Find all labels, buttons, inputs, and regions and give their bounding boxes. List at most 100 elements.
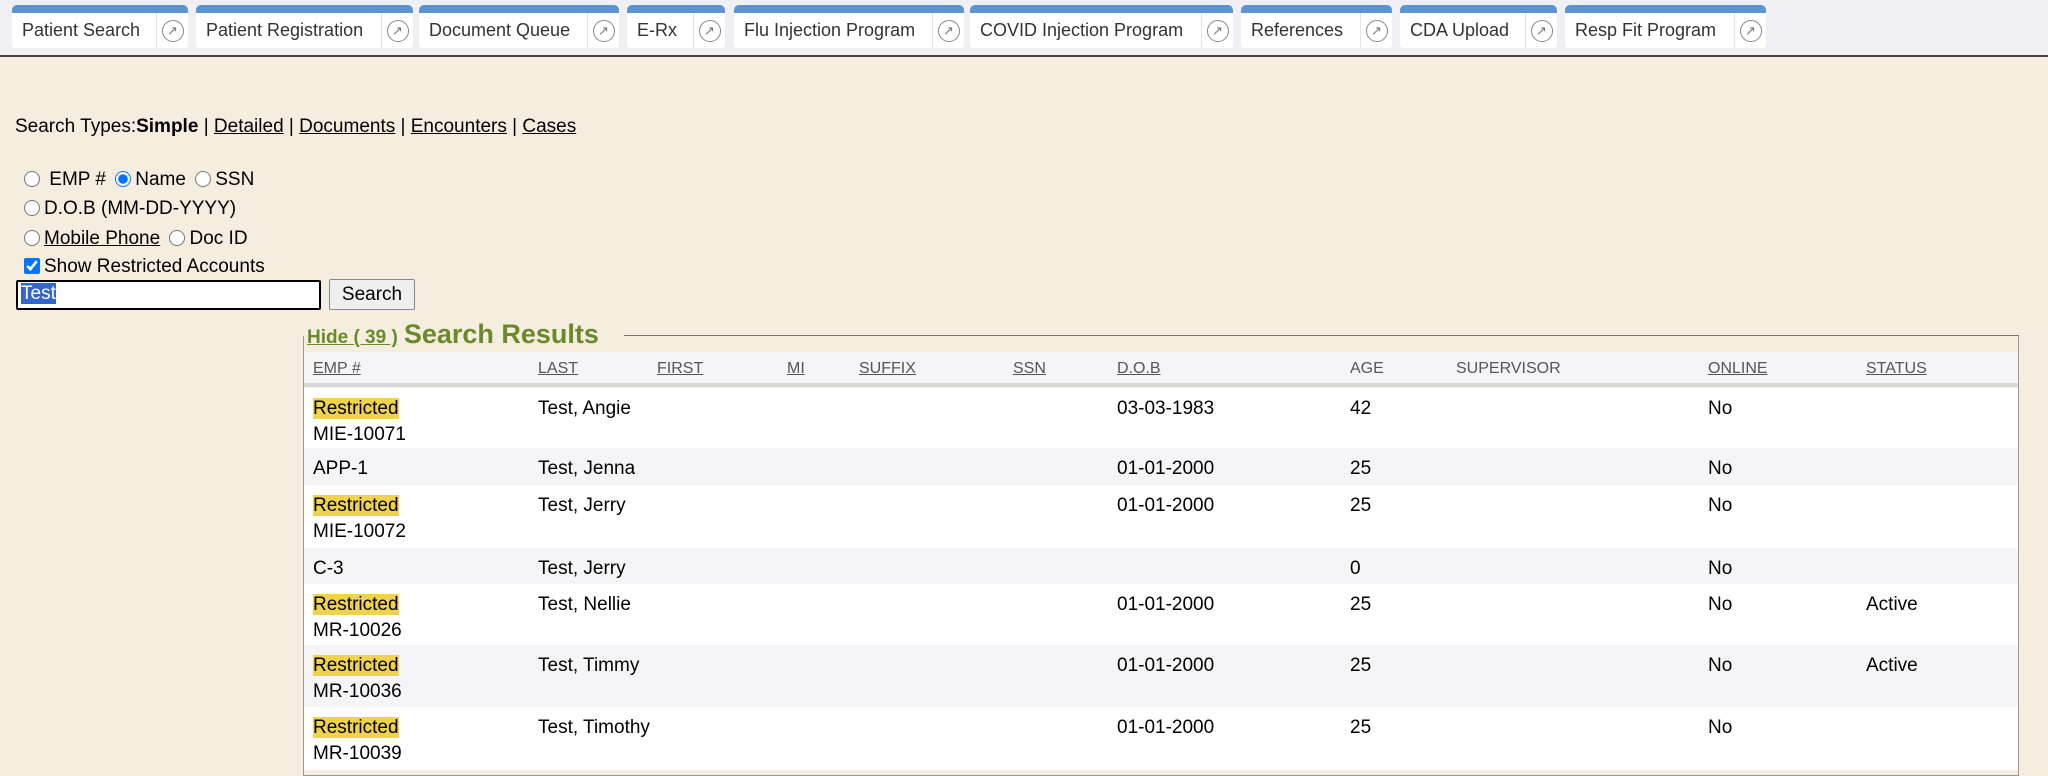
tab-label: COVID Injection Program — [980, 20, 1184, 40]
tab-flu-injection-program[interactable]: Flu Injection Program ↗ — [734, 5, 964, 48]
external-link-icon: ↗ — [386, 19, 409, 42]
separator: | — [203, 116, 209, 137]
cell-dob: 01-01-2000 — [1117, 594, 1215, 615]
tab-references[interactable]: References ↗ — [1241, 5, 1392, 48]
search-button[interactable]: Search — [329, 279, 415, 310]
open-external-button[interactable]: ↗ — [1734, 13, 1766, 48]
cell-dob: 01-01-2000 — [1117, 458, 1215, 479]
column-header-online[interactable]: ONLINE — [1708, 360, 1768, 377]
radio-name[interactable] — [115, 171, 132, 187]
cell-online: No — [1708, 655, 1733, 676]
external-link-icon: ↗ — [592, 19, 615, 42]
open-external-button[interactable]: ↗ — [156, 13, 188, 48]
restricted-badge: Restricted — [313, 495, 399, 516]
radio-name-label: Name — [135, 169, 186, 190]
cell-emp: Restricted MR-10036 — [313, 653, 402, 705]
cell-age: 25 — [1350, 458, 1372, 479]
external-link-icon: ↗ — [937, 19, 960, 42]
column-header-mi[interactable]: MI — [787, 360, 805, 377]
restricted-badge: Restricted — [313, 398, 399, 419]
tab-resp-fit-program[interactable]: Resp Fit Program ↗ — [1565, 5, 1766, 48]
show-restricted-checkbox[interactable] — [24, 258, 40, 274]
open-external-button[interactable]: ↗ — [587, 13, 619, 48]
tab-label: Flu Injection Program — [744, 20, 916, 40]
external-link-icon: ↗ — [1365, 19, 1388, 42]
emp-number: MIE-10071 — [313, 424, 406, 445]
tab-document-queue[interactable]: Document Queue ↗ — [419, 5, 619, 48]
cell-age: 0 — [1350, 558, 1361, 579]
table-row[interactable]: APP-1 Test, Jenna 01-01-2000 25 No — [304, 448, 2018, 485]
open-external-button[interactable]: ↗ — [1525, 13, 1557, 48]
tab-patient-registration[interactable]: Patient Registration ↗ — [196, 5, 413, 48]
radio-emp[interactable] — [24, 171, 40, 187]
tab-label: E-Rx — [637, 20, 677, 40]
table-row[interactable]: Restricted MR-10039 Test, Timothy 01-01-2… — [304, 707, 2018, 770]
open-external-button[interactable]: ↗ — [1201, 13, 1233, 48]
tab-bar: Patient Search ↗ Patient Registration ↗ Docu… — [0, 0, 2048, 57]
cell-age: 42 — [1350, 398, 1372, 419]
table-row[interactable]: Restricted MR-10036 Test, Timmy 01-01-200… — [304, 645, 2018, 707]
search-type-encounters[interactable]: Encounters — [410, 116, 507, 137]
column-header-ssn[interactable]: SSN — [1013, 360, 1046, 377]
radio-dob[interactable] — [24, 200, 40, 216]
open-external-button[interactable]: ↗ — [693, 13, 725, 48]
table-row[interactable]: Restricted MR-10026 Test, Nellie 01-01-20… — [304, 584, 2018, 645]
cell-online: No — [1708, 558, 1733, 579]
radio-mobile-label[interactable]: Mobile Phone — [44, 228, 161, 249]
table-row[interactable]: C-3 Test, Jerry 0 No — [304, 548, 2018, 584]
radio-emp-label: EMP # — [49, 169, 106, 190]
separator: | — [400, 116, 406, 137]
cell-age: 25 — [1350, 655, 1372, 676]
search-results-legend: Hide ( 39 ) Search Results — [307, 319, 599, 350]
cell-dob: 01-01-2000 — [1117, 717, 1215, 738]
column-header-status[interactable]: STATUS — [1866, 360, 1927, 377]
emp-number: MR-10039 — [313, 743, 402, 764]
column-header-first[interactable]: FIRST — [657, 360, 704, 377]
tab-patient-search[interactable]: Patient Search ↗ — [12, 5, 188, 48]
tab-covid-injection-program[interactable]: COVID Injection Program ↗ — [970, 5, 1233, 48]
cell-last: Test, Jerry — [538, 495, 626, 516]
radio-mobile[interactable] — [24, 230, 40, 246]
radio-dob-label: D.O.B (MM-DD-YYYY) — [44, 198, 237, 219]
external-link-icon: ↗ — [161, 19, 184, 42]
open-external-button[interactable]: ↗ — [381, 13, 413, 48]
column-header-suffix[interactable]: SUFFIX — [859, 360, 916, 377]
cell-dob: 01-01-2000 — [1117, 495, 1215, 516]
cell-last: Test, Timmy — [538, 655, 640, 676]
emp-number: MR-10026 — [313, 620, 402, 641]
cell-last: Test, Timothy — [538, 717, 650, 738]
cell-age: 25 — [1350, 717, 1372, 738]
radio-ssn[interactable] — [195, 171, 212, 187]
search-type-cases[interactable]: Cases — [522, 116, 577, 137]
search-type-simple: Simple — [136, 116, 199, 137]
column-header-last[interactable]: LAST — [538, 360, 579, 377]
column-header-age: AGE — [1350, 360, 1384, 377]
cell-online: No — [1708, 495, 1733, 516]
emp-number: C-3 — [313, 558, 344, 579]
column-header-d-o-b[interactable]: D.O.B — [1117, 360, 1161, 377]
separator: | — [288, 116, 294, 137]
cell-emp: C-3 — [313, 556, 344, 582]
tab-label: Document Queue — [429, 20, 571, 40]
table-row[interactable]: Restricted MIE-10071 Test, Angie 03-03-19… — [304, 388, 2018, 448]
cell-age: 25 — [1350, 594, 1372, 615]
search-input[interactable]: Test — [16, 280, 321, 310]
show-restricted-label: Show Restricted Accounts — [44, 256, 265, 277]
tab-cda-upload[interactable]: CDA Upload ↗ — [1400, 5, 1557, 48]
cell-online: No — [1708, 398, 1733, 419]
open-external-button[interactable]: ↗ — [932, 13, 964, 48]
external-link-icon: ↗ — [1206, 19, 1229, 42]
table-row[interactable]: Restricted MIE-10072 Test, Jerry 01-01-20… — [304, 485, 2018, 548]
tab-e-rx[interactable]: E-Rx ↗ — [627, 5, 725, 48]
search-type-documents[interactable]: Documents — [299, 116, 396, 137]
hide-results-link[interactable]: Hide ( 39 ) — [307, 327, 398, 348]
search-type-detailed[interactable]: Detailed — [213, 116, 284, 137]
restricted-badge: Restricted — [313, 717, 399, 738]
cell-last: Test, Angie — [538, 398, 631, 419]
cell-status: Active — [1866, 594, 1918, 615]
cell-last: Test, Nellie — [538, 594, 631, 615]
open-external-button[interactable]: ↗ — [1360, 13, 1392, 48]
results-table-header: EMP # LAST FIRST MI SUFFIX SSN D.O.B AGE SUPERVI… — [304, 352, 2018, 387]
radio-docid[interactable] — [169, 230, 186, 246]
column-header-emp[interactable]: EMP # — [313, 360, 361, 377]
